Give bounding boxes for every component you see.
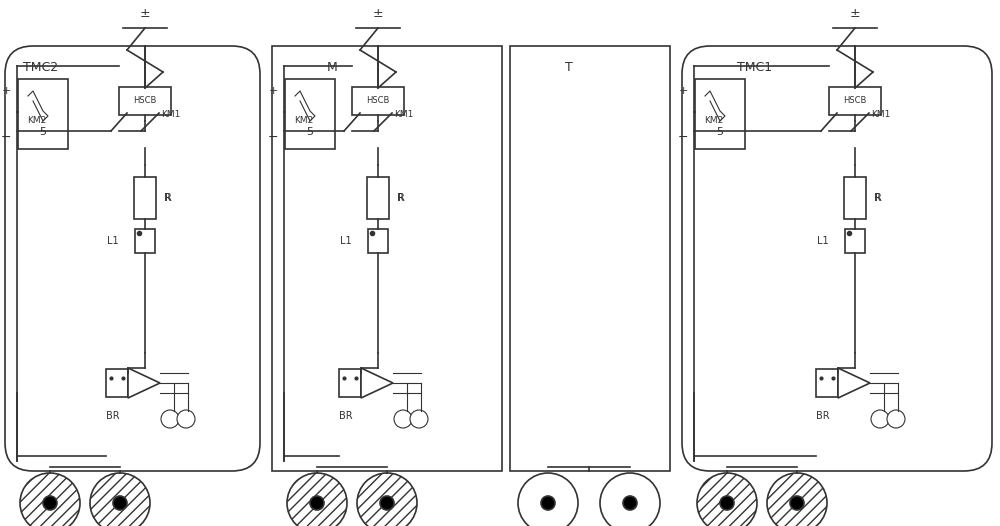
- Text: L1: L1: [340, 236, 352, 246]
- Bar: [18, 79, 68, 149]
- Text: +: +: [268, 86, 278, 96]
- Text: R: R: [165, 193, 172, 203]
- Text: TMC1: TMC1: [737, 61, 772, 74]
- Bar: [135, 229, 155, 253]
- Text: −: −: [1, 130, 11, 144]
- Text: 5: 5: [40, 127, 46, 137]
- Circle shape: [887, 410, 905, 428]
- Bar: [119, 87, 171, 115]
- Circle shape: [177, 410, 195, 428]
- Text: KM2: KM2: [294, 116, 313, 125]
- Text: R: R: [398, 193, 405, 203]
- Circle shape: [541, 496, 555, 510]
- Text: KM1: KM1: [394, 110, 413, 119]
- Bar: [844, 177, 866, 219]
- Bar: [272, 46, 502, 471]
- Text: BR: BR: [339, 411, 353, 421]
- Bar: [695, 79, 745, 149]
- Text: +: +: [1, 86, 11, 96]
- Text: HSCB: HSCB: [366, 96, 390, 106]
- Text: M: M: [327, 61, 338, 74]
- Text: R: R: [397, 193, 404, 203]
- Text: HSCB: HSCB: [133, 96, 157, 106]
- Circle shape: [113, 496, 127, 510]
- Text: R: R: [875, 193, 882, 203]
- Text: KM1: KM1: [871, 110, 890, 119]
- Circle shape: [410, 410, 428, 428]
- Circle shape: [623, 496, 637, 510]
- Text: +: +: [678, 86, 688, 96]
- Circle shape: [161, 410, 179, 428]
- Bar: [339, 369, 361, 397]
- Text: TMC2: TMC2: [23, 61, 58, 74]
- Circle shape: [43, 496, 57, 510]
- Text: −: −: [268, 130, 278, 144]
- Circle shape: [720, 496, 734, 510]
- Bar: [510, 46, 670, 471]
- Bar: [134, 177, 156, 219]
- Polygon shape: [128, 368, 160, 398]
- Text: R: R: [874, 193, 881, 203]
- Text: BR: BR: [816, 411, 830, 421]
- Circle shape: [310, 496, 324, 510]
- Bar: [352, 87, 404, 115]
- Circle shape: [871, 410, 889, 428]
- Text: KM2: KM2: [27, 116, 46, 125]
- Polygon shape: [361, 368, 393, 398]
- Text: R: R: [164, 193, 171, 203]
- Text: ±: ±: [850, 7, 860, 20]
- Polygon shape: [838, 368, 870, 398]
- Text: L1: L1: [817, 236, 829, 246]
- Bar: [106, 369, 128, 397]
- Bar: [368, 229, 388, 253]
- Bar: [829, 87, 881, 115]
- Bar: [367, 177, 389, 219]
- Text: KM1: KM1: [161, 110, 180, 119]
- Text: HSCB: HSCB: [843, 96, 867, 106]
- Bar: [845, 229, 865, 253]
- Text: BR: BR: [106, 411, 120, 421]
- Bar: [285, 79, 335, 149]
- Text: T: T: [565, 61, 573, 74]
- Text: ±: ±: [140, 7, 150, 20]
- Text: −: −: [678, 130, 688, 144]
- Text: KM2: KM2: [704, 116, 723, 125]
- Text: 5: 5: [716, 127, 724, 137]
- Text: 5: 5: [306, 127, 314, 137]
- Bar: [816, 369, 838, 397]
- Circle shape: [790, 496, 804, 510]
- Text: L1: L1: [107, 236, 119, 246]
- Circle shape: [394, 410, 412, 428]
- Text: ±: ±: [373, 7, 383, 20]
- Circle shape: [380, 496, 394, 510]
